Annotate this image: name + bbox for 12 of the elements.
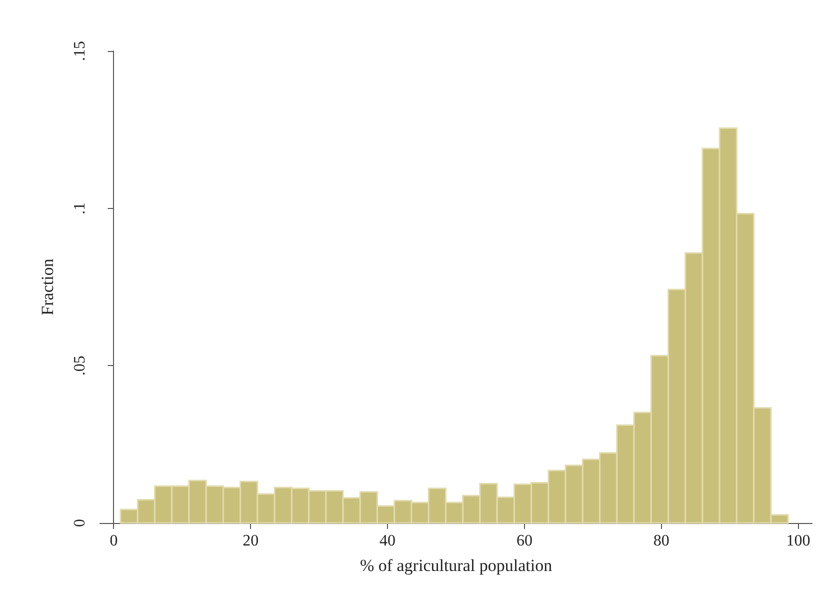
x-tick-label: 100	[786, 532, 810, 550]
x-tick-label: 0	[110, 532, 118, 550]
x-tick-label: 20	[242, 532, 259, 550]
y-tick-label: .05	[72, 356, 88, 376]
y-axis-title: Fraction	[38, 258, 57, 316]
y-tick-label: .1	[72, 202, 88, 214]
y-tick-label: .15	[72, 41, 88, 61]
x-tick-label: 60	[516, 532, 532, 550]
x-tick-label: 40	[380, 532, 396, 550]
x-axis-title: % of agricultural population	[360, 556, 553, 575]
y-tick-label: 0	[72, 519, 88, 527]
x-tick-label: 80	[653, 532, 670, 550]
